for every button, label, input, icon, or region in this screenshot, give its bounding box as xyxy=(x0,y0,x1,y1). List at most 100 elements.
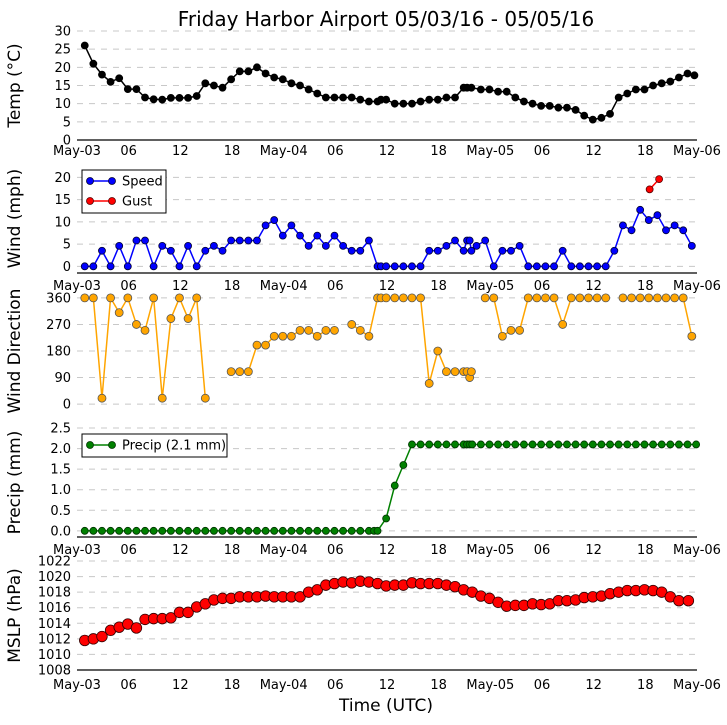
data-point-dir xyxy=(489,293,499,303)
y-tick-label: 1014 xyxy=(38,617,71,632)
data-point-precip xyxy=(640,440,649,449)
data-point-mslp xyxy=(311,584,323,596)
y-tick-label: 1012 xyxy=(38,632,71,647)
data-point-speed xyxy=(166,246,175,255)
data-point-temp xyxy=(261,69,270,78)
y-axis-label: MSLP (hPa) xyxy=(5,568,25,663)
data-point-speed xyxy=(141,236,149,245)
data-point-mslp xyxy=(96,630,108,643)
data-point-speed xyxy=(390,262,399,271)
y-tick-label: 1.0 xyxy=(50,483,71,498)
data-point-temp xyxy=(690,71,699,80)
data-point-dir xyxy=(635,293,645,303)
x-tick-label: 18 xyxy=(430,543,447,558)
data-point-precip xyxy=(390,481,399,490)
y-tick-label: 180 xyxy=(46,345,71,360)
data-point-temp xyxy=(235,67,244,76)
data-point-dir xyxy=(269,331,279,341)
data-point-precip xyxy=(123,526,132,535)
data-point-temp xyxy=(192,92,201,100)
data-point-precip xyxy=(606,440,614,449)
panel-wind: 0 5 10 15 20 May-03 06 12 18 May-04 06 12 18 May-05 06… xyxy=(5,169,721,294)
data-point-speed xyxy=(459,246,468,255)
series-line-temp xyxy=(84,45,695,121)
data-point-dir xyxy=(398,293,408,303)
data-point-speed xyxy=(89,262,98,271)
data-point-speed xyxy=(451,236,459,245)
data-point-speed xyxy=(175,262,184,271)
x-tick-label: 12 xyxy=(379,543,396,558)
data-point-speed xyxy=(218,246,227,255)
data-point-temp xyxy=(580,111,589,120)
data-point-temp xyxy=(502,87,511,96)
data-point-temp xyxy=(563,103,571,112)
data-point-dir xyxy=(166,314,176,323)
data-point-precip xyxy=(416,440,425,449)
data-point-precip xyxy=(563,440,571,449)
data-point-precip xyxy=(511,440,520,449)
data-point-temp xyxy=(270,73,279,82)
data-point-speed xyxy=(662,226,670,235)
y-tick-label: 5 xyxy=(63,238,71,253)
data-point-temp xyxy=(467,83,476,92)
data-point-speed xyxy=(115,241,124,250)
data-point-speed xyxy=(679,226,688,235)
x-tick-label: 06 xyxy=(327,678,344,693)
data-point-dir xyxy=(330,325,339,335)
data-point-dir xyxy=(532,293,542,303)
data-point-temp xyxy=(640,85,649,94)
data-point-speed xyxy=(278,231,287,240)
data-point-temp xyxy=(675,73,683,82)
data-point-dir xyxy=(515,325,525,335)
x-tick-label: 18 xyxy=(224,543,241,558)
y-tick-label: 10 xyxy=(54,97,71,112)
data-point-precip xyxy=(683,440,692,449)
data-point-temp xyxy=(141,93,149,102)
data-point-temp xyxy=(649,81,657,90)
data-point-dir xyxy=(183,314,193,323)
x-tick-label: 18 xyxy=(637,144,654,159)
x-tick-label: 12 xyxy=(172,678,189,693)
x-tick-label: 12 xyxy=(379,678,396,693)
data-point-dir xyxy=(407,293,417,303)
data-point-temp xyxy=(123,85,132,94)
data-point-precip xyxy=(201,526,210,535)
x-tick-label: 12 xyxy=(585,543,602,558)
data-point-temp xyxy=(244,67,253,76)
data-point-dir xyxy=(644,293,654,303)
panel-direction: 0 90 180 270 360 Wind Direction xyxy=(5,289,697,413)
data-point-speed xyxy=(253,236,261,245)
data-point-mslp xyxy=(655,586,668,598)
data-point-temp xyxy=(321,93,330,102)
x-tick-label: 18 xyxy=(637,543,654,558)
data-point-speed xyxy=(98,246,106,255)
data-point-temp xyxy=(184,93,192,102)
y-tick-label: 1.5 xyxy=(50,463,71,478)
data-point-temp xyxy=(683,69,692,78)
data-point-precip xyxy=(425,440,434,449)
data-point-speed xyxy=(489,262,498,271)
data-point-dir xyxy=(355,325,365,335)
data-point-mslp xyxy=(165,612,177,624)
data-point-dir xyxy=(652,293,662,303)
data-point-precip xyxy=(141,526,149,535)
data-point-dir xyxy=(192,293,202,303)
y-tick-label: 360 xyxy=(46,291,71,306)
legend-marker xyxy=(108,177,116,185)
x-tick-label: May-06 xyxy=(673,543,721,558)
y-tick-label: 1022 xyxy=(38,555,71,570)
data-point-dir xyxy=(80,293,90,303)
data-point-temp xyxy=(158,95,167,104)
data-point-precip xyxy=(649,440,657,449)
data-point-precip xyxy=(631,440,640,449)
data-point-speed xyxy=(158,241,167,250)
legend-marker xyxy=(86,177,94,185)
x-tick-label: 12 xyxy=(379,279,396,294)
data-point-dir xyxy=(480,293,490,303)
x-tick-label: May-06 xyxy=(673,678,721,693)
y-tick-label: 10 xyxy=(54,215,71,230)
data-point-precip xyxy=(399,461,408,469)
data-point-temp xyxy=(356,95,365,104)
data-point-speed xyxy=(687,241,696,250)
data-point-dir xyxy=(523,293,533,303)
